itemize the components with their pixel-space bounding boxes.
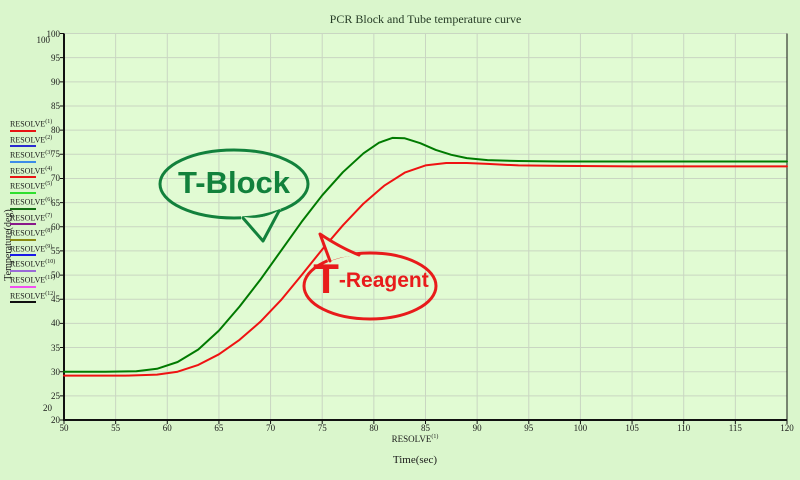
y-tick-label-95: 95 bbox=[51, 52, 60, 63]
legend-color-line bbox=[10, 223, 36, 226]
t-block-label: T-Block bbox=[178, 165, 290, 200]
x-tick-label-70: 70 bbox=[266, 423, 276, 433]
temperature-curves bbox=[63, 136, 788, 377]
x-tick-label-60: 60 bbox=[162, 423, 172, 433]
y-tick-label-25: 25 bbox=[51, 390, 60, 401]
y-tick-label-55: 55 bbox=[51, 245, 60, 256]
legend-item-9[interactable]: RESOLVE(9) bbox=[10, 243, 62, 257]
x-tick-label-95: 95 bbox=[524, 423, 534, 433]
y-tick-label-20: 20 bbox=[51, 415, 60, 425]
t-reagent-curve bbox=[63, 162, 788, 377]
legend-item-7[interactable]: RESOLVE(7) bbox=[10, 212, 62, 226]
chart-title: PCR Block and Tube temperature curve bbox=[329, 12, 522, 26]
y-tick-label-45: 45 bbox=[51, 294, 60, 305]
legend-item-label: RESOLVE(3) bbox=[10, 150, 53, 160]
x-axis-series-sup: (1) bbox=[431, 434, 439, 440]
y-tick-label-40: 40 bbox=[51, 318, 60, 329]
y-tick-label-65: 65 bbox=[51, 197, 60, 208]
t-reagent-label-initial: T bbox=[313, 255, 339, 302]
x-tick-label-110: 110 bbox=[677, 423, 691, 433]
t-reagent-bubble-tail bbox=[318, 232, 361, 263]
y-tick-label-60: 60 bbox=[51, 221, 60, 232]
legend-item-label: RESOLVE(4) bbox=[10, 165, 53, 176]
axis-tick-marks bbox=[60, 33, 788, 424]
y-tick-label-100: 100 bbox=[46, 28, 61, 39]
x-axis-title: Time(sec) bbox=[392, 454, 438, 466]
t-reagent-label-rest: -Reagent bbox=[338, 269, 429, 292]
legend-item-label: RESOLVE(11) bbox=[10, 275, 56, 285]
annotation-bubbles bbox=[158, 148, 438, 321]
y-tick-label-85: 85 bbox=[51, 100, 60, 111]
y-tick-label-80: 80 bbox=[51, 125, 60, 136]
legend-item-11[interactable]: RESOLVE(11) bbox=[10, 274, 62, 288]
legend-item-label: RESOLVE(12) bbox=[10, 290, 56, 301]
y-tick-label-90: 90 bbox=[51, 76, 60, 87]
legend-item-label: RESOLVE(9) bbox=[10, 243, 53, 254]
x-tick-label-115: 115 bbox=[728, 423, 742, 433]
legend-color-line bbox=[10, 301, 36, 304]
legend-color-line bbox=[10, 285, 36, 288]
legend-item-label: RESOLVE(1) bbox=[10, 119, 53, 129]
legend-color-line bbox=[10, 176, 36, 179]
legend-item-label: RESOLVE(5) bbox=[10, 181, 53, 192]
y-tick-label-50: 50 bbox=[51, 270, 60, 281]
legend-color-line bbox=[10, 207, 36, 210]
y-tick-label-75: 75 bbox=[51, 149, 60, 160]
legend-item-label: RESOLVE(7) bbox=[10, 212, 53, 223]
t-reagent-bubble-outline bbox=[302, 251, 438, 321]
legend-color-line bbox=[10, 192, 36, 195]
legend-color-line bbox=[10, 160, 36, 163]
legend-item-4[interactable]: RESOLVE(4) bbox=[10, 165, 62, 179]
y-tick-label-70: 70 bbox=[51, 173, 60, 184]
legend-item-label: RESOLVE(10) bbox=[10, 259, 56, 270]
t-block-bubble-tail bbox=[241, 209, 281, 243]
x-tick-label-75: 75 bbox=[317, 423, 327, 433]
x-tick-label-80: 80 bbox=[369, 423, 379, 433]
x-axis-series-name: RESOLVE(1) bbox=[315, 434, 515, 444]
x-axis-series-label: RESOLVE bbox=[391, 434, 432, 444]
x-tick-label-120: 120 bbox=[780, 423, 794, 433]
x-tick-label-50: 50 bbox=[59, 423, 69, 433]
legend-color-line bbox=[10, 238, 36, 241]
legend-item-8[interactable]: RESOLVE(8) bbox=[10, 227, 62, 241]
legend-item-label: RESOLVE(6) bbox=[10, 197, 53, 207]
x-tick-label-100: 100 bbox=[573, 423, 588, 433]
legend-item-10[interactable]: RESOLVE(10) bbox=[10, 258, 62, 273]
t-block-bubble-tail-fill bbox=[241, 209, 281, 241]
legend-item-3[interactable]: RESOLVE(3) bbox=[10, 149, 62, 163]
legend-item-5[interactable]: RESOLVE(5) bbox=[10, 180, 62, 195]
t-block-bubble-outline bbox=[158, 148, 310, 220]
legend-item-6[interactable]: RESOLVE(6) bbox=[10, 196, 62, 210]
y-axis-outer-min-label: 20 bbox=[43, 403, 52, 413]
legend-item-12[interactable]: RESOLVE(12) bbox=[10, 290, 62, 304]
legend-item-label: RESOLVE(8) bbox=[10, 228, 53, 238]
legend-item-label: RESOLVE(2) bbox=[10, 134, 53, 145]
y-tick-label-30: 30 bbox=[51, 366, 60, 377]
y-axis-outer-max-label: 100 bbox=[36, 35, 51, 45]
legend-item-2[interactable]: RESOLVE(2) bbox=[10, 134, 62, 148]
t-block-curve bbox=[63, 136, 788, 373]
x-tick-label-65: 65 bbox=[214, 423, 224, 433]
y-tick-label-35: 35 bbox=[51, 342, 60, 353]
legend-color-line bbox=[10, 254, 36, 257]
legend-color-line bbox=[10, 129, 36, 132]
legend-color-line bbox=[10, 145, 36, 148]
legend-color-line bbox=[10, 270, 36, 273]
x-tick-label-90: 90 bbox=[472, 423, 482, 433]
t-reagent-label: T-Reagent bbox=[312, 258, 430, 300]
x-tick-label-85: 85 bbox=[421, 423, 430, 433]
x-tick-label-105: 105 bbox=[625, 423, 639, 433]
legend-item-1[interactable]: RESOLVE(1) bbox=[10, 118, 62, 132]
x-tick-label-55: 55 bbox=[111, 423, 121, 433]
